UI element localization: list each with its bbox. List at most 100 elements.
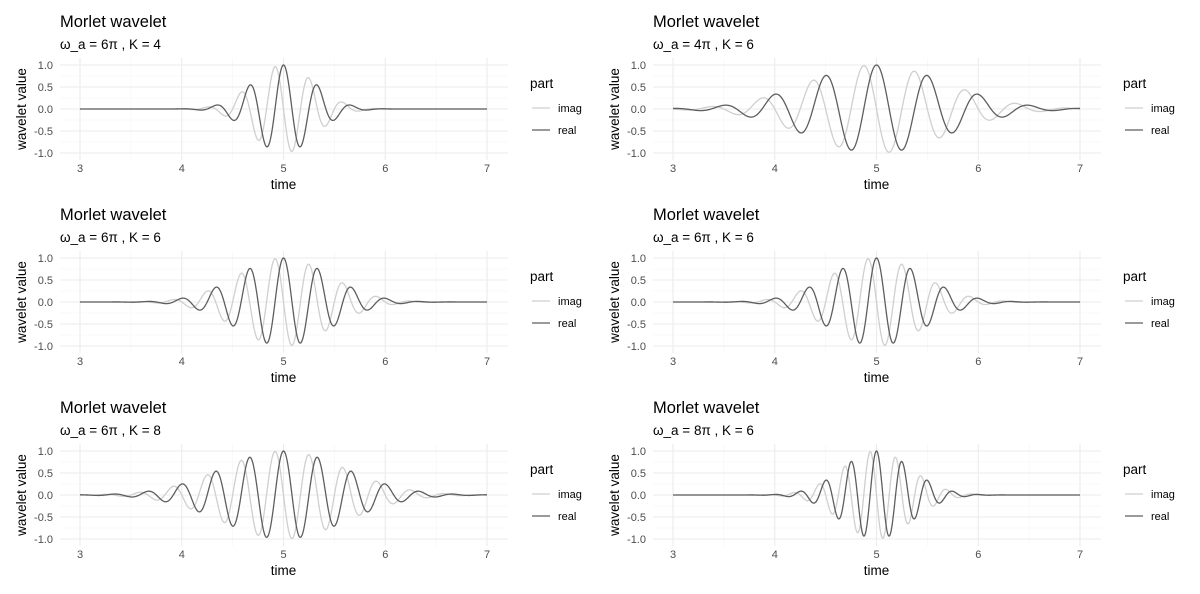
chart-title: Morlet wavelet bbox=[653, 399, 760, 417]
x-tick-label: 4 bbox=[772, 163, 778, 175]
chart-panel: -1.0 -0.5 0.0 0.5 1.0 3 4 5 6 7 Morlet wavelet ω_a … bbox=[593, 386, 1193, 580]
chart-panel: -1.0 -0.5 0.0 0.5 1.0 3 4 5 6 7 Morlet wavelet ω_a … bbox=[0, 386, 600, 580]
x-tick-label: 4 bbox=[179, 356, 185, 368]
legend: part imag real bbox=[1123, 462, 1175, 523]
x-tick-label: 7 bbox=[1077, 163, 1083, 175]
legend-label-imag: imag bbox=[558, 296, 582, 308]
y-tick-label: 0.5 bbox=[631, 275, 646, 287]
chart-svg: -1.0 -0.5 0.0 0.5 1.0 3 4 5 6 7 Morlet wavelet ω_a … bbox=[607, 13, 1175, 192]
legend-title: part bbox=[1123, 269, 1147, 284]
y-tick-label: 0.5 bbox=[38, 82, 53, 94]
x-tick-label: 5 bbox=[280, 163, 286, 175]
x-axis-title: time bbox=[271, 177, 297, 192]
x-tick-label: 6 bbox=[382, 549, 388, 561]
y-tick-label: -1.0 bbox=[627, 148, 646, 160]
chart-subtitle: ω_a = 6π , K = 8 bbox=[60, 423, 161, 438]
y-axis-title: wavelet value bbox=[607, 261, 622, 344]
y-tick-label: 0.0 bbox=[38, 490, 53, 502]
x-tick-label: 7 bbox=[484, 163, 490, 175]
chart-title: Morlet wavelet bbox=[60, 206, 167, 224]
x-tick-label: 5 bbox=[280, 549, 286, 561]
legend-label-real: real bbox=[1151, 125, 1169, 137]
x-tick-label: 4 bbox=[772, 356, 778, 368]
y-tick-label: 1.0 bbox=[631, 446, 646, 458]
legend: part imag real bbox=[530, 269, 582, 330]
y-tick-label: 0.0 bbox=[631, 490, 646, 502]
x-tick-label: 7 bbox=[1077, 549, 1083, 561]
y-axis-title: wavelet value bbox=[14, 68, 29, 151]
y-tick-label: -1.0 bbox=[627, 534, 646, 546]
chart-svg: -1.0 -0.5 0.0 0.5 1.0 3 4 5 6 7 Morlet wavelet ω_a … bbox=[14, 206, 582, 385]
x-tick-label: 4 bbox=[772, 549, 778, 561]
chart-svg: -1.0 -0.5 0.0 0.5 1.0 3 4 5 6 7 Morlet wavelet ω_a … bbox=[607, 206, 1175, 385]
series-line-real bbox=[672, 64, 1081, 151]
x-tick-label: 4 bbox=[179, 549, 185, 561]
y-tick-label: 1.0 bbox=[38, 60, 53, 72]
y-tick-label: -0.5 bbox=[627, 319, 646, 331]
series-line-real bbox=[80, 450, 487, 539]
y-tick-label: 0.0 bbox=[631, 104, 646, 116]
chart-title: Morlet wavelet bbox=[60, 13, 167, 31]
x-tick-label: 6 bbox=[975, 356, 981, 368]
x-tick-label: 3 bbox=[77, 356, 83, 368]
y-tick-label: 1.0 bbox=[38, 446, 53, 458]
chart-title: Morlet wavelet bbox=[653, 206, 760, 224]
series-line-imag bbox=[672, 65, 1081, 153]
y-tick-label: -0.5 bbox=[34, 126, 53, 138]
legend-label-imag: imag bbox=[558, 103, 582, 115]
chart-svg: -1.0 -0.5 0.0 0.5 1.0 3 4 5 6 7 Morlet wavelet ω_a … bbox=[14, 13, 582, 192]
y-tick-label: -0.5 bbox=[627, 126, 646, 138]
legend-label-imag: imag bbox=[1151, 296, 1175, 308]
y-tick-label: -0.5 bbox=[34, 319, 53, 331]
legend: part imag real bbox=[1123, 76, 1175, 137]
y-axis-title: wavelet value bbox=[14, 454, 29, 537]
x-axis-title: time bbox=[864, 563, 890, 578]
x-tick-label: 6 bbox=[382, 163, 388, 175]
legend-title: part bbox=[530, 76, 554, 91]
chart-subtitle: ω_a = 8π , K = 6 bbox=[653, 423, 754, 438]
y-tick-label: -0.5 bbox=[627, 512, 646, 524]
x-tick-label: 5 bbox=[873, 549, 879, 561]
y-tick-label: -0.5 bbox=[34, 512, 53, 524]
y-tick-label: 0.0 bbox=[38, 104, 53, 116]
y-tick-label: 0.5 bbox=[38, 468, 53, 480]
legend-label-real: real bbox=[558, 511, 576, 523]
series-line-real bbox=[80, 64, 487, 148]
legend-label-imag: imag bbox=[1151, 103, 1175, 115]
series-line-real bbox=[673, 257, 1080, 344]
y-tick-label: 0.5 bbox=[631, 82, 646, 94]
chart-panel: -1.0 -0.5 0.0 0.5 1.0 3 4 5 6 7 Morlet wavelet ω_a … bbox=[593, 0, 1193, 194]
y-tick-label: -1.0 bbox=[627, 341, 646, 353]
y-tick-label: 0.0 bbox=[631, 297, 646, 309]
chart-panel: -1.0 -0.5 0.0 0.5 1.0 3 4 5 6 7 Morlet wavelet ω_a … bbox=[0, 0, 600, 194]
y-tick-label: 1.0 bbox=[631, 60, 646, 72]
legend-title: part bbox=[530, 462, 554, 477]
x-tick-label: 5 bbox=[873, 163, 879, 175]
x-tick-label: 3 bbox=[77, 163, 83, 175]
legend-title: part bbox=[1123, 462, 1147, 477]
chart-subtitle: ω_a = 6π , K = 4 bbox=[60, 37, 161, 52]
y-tick-label: -1.0 bbox=[34, 534, 53, 546]
chart-subtitle: ω_a = 6π , K = 6 bbox=[653, 230, 754, 245]
x-axis-title: time bbox=[864, 370, 890, 385]
y-axis-title: wavelet value bbox=[607, 454, 622, 537]
legend-label-real: real bbox=[1151, 511, 1169, 523]
x-tick-label: 5 bbox=[873, 356, 879, 368]
y-tick-label: 0.5 bbox=[38, 275, 53, 287]
y-tick-label: -1.0 bbox=[34, 341, 53, 353]
chart-title: Morlet wavelet bbox=[60, 399, 167, 417]
chart-panel: -1.0 -0.5 0.0 0.5 1.0 3 4 5 6 7 Morlet wavelet ω_a … bbox=[593, 193, 1193, 387]
x-axis-title: time bbox=[271, 563, 297, 578]
chart-subtitle: ω_a = 6π , K = 6 bbox=[60, 230, 161, 245]
legend-label-imag: imag bbox=[1151, 489, 1175, 501]
x-axis-title: time bbox=[271, 370, 297, 385]
x-tick-label: 3 bbox=[77, 549, 83, 561]
x-tick-label: 6 bbox=[975, 549, 981, 561]
legend: part imag real bbox=[1123, 269, 1175, 330]
chart-svg: -1.0 -0.5 0.0 0.5 1.0 3 4 5 6 7 Morlet wavelet ω_a … bbox=[14, 399, 582, 578]
chart-panel: -1.0 -0.5 0.0 0.5 1.0 3 4 5 6 7 Morlet wavelet ω_a … bbox=[0, 193, 600, 387]
legend-label-real: real bbox=[1151, 318, 1169, 330]
series-line-imag bbox=[79, 450, 488, 540]
legend: part imag real bbox=[530, 76, 582, 137]
legend-label-real: real bbox=[558, 125, 576, 137]
